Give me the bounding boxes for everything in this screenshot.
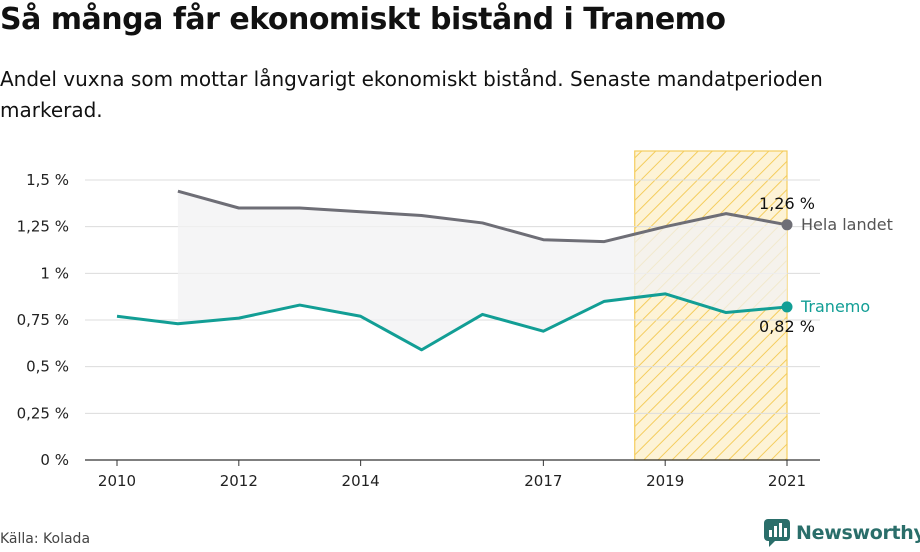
end-point-hela-landet — [781, 219, 793, 231]
y-tick-label-3: 0,75 % — [17, 311, 69, 329]
end-point-tranemo — [781, 301, 793, 313]
x-tick-label-0: 2010 — [98, 472, 136, 490]
x-tick-label-4: 2019 — [646, 472, 684, 490]
x-tick-label-5: 2021 — [768, 472, 806, 490]
y-tick-label-6: 1,5 % — [26, 171, 69, 189]
series-line-hela-landet — [177, 189, 788, 244]
value-label-tranemo: 0,82 % — [759, 317, 815, 336]
y-axis: 0 % 0,25 % 0,5 % 0,75 % 1 % 1,25 % 1,5 % — [17, 171, 69, 469]
y-tick-label-2: 0,5 % — [26, 358, 69, 376]
newsworthy-logo-icon — [764, 519, 790, 547]
chart-subtitle: Andel vuxna som mottar långvarigt ekonom… — [0, 67, 823, 122]
series-label-tranemo: Tranemo — [800, 297, 870, 316]
x-tick-label-1: 2012 — [220, 472, 258, 490]
source-note: Källa: Kolada — [0, 531, 91, 547]
series-line-tranemo — [116, 292, 788, 352]
y-tick-label-1: 0,25 % — [17, 404, 69, 422]
line-chart: 2010 2012 2014 2017 2019 2021 0 %0,25 %0,5 %0… — [17, 150, 893, 490]
series-lines — [116, 189, 793, 352]
series-label-hela-landet: Hela landet — [801, 215, 893, 234]
x-axis: 2010 2012 2014 2017 2019 2021 — [85, 459, 820, 490]
y-tick-label-4: 1 % — [40, 264, 69, 282]
x-tick-label-2: 2014 — [342, 472, 380, 490]
chart-title: Så många får ekonomiskt bistånd i Tranem… — [0, 2, 726, 37]
brand-name: Newsworthy — [796, 522, 920, 544]
x-tick-label-3: 2017 — [524, 472, 562, 490]
value-label-hela-landet: 1,26 % — [759, 194, 815, 213]
y-tick-label-0: 0 % — [40, 451, 69, 469]
y-tick-label-5: 1,25 % — [17, 218, 69, 236]
brand-logo: Newsworthy — [764, 519, 920, 547]
